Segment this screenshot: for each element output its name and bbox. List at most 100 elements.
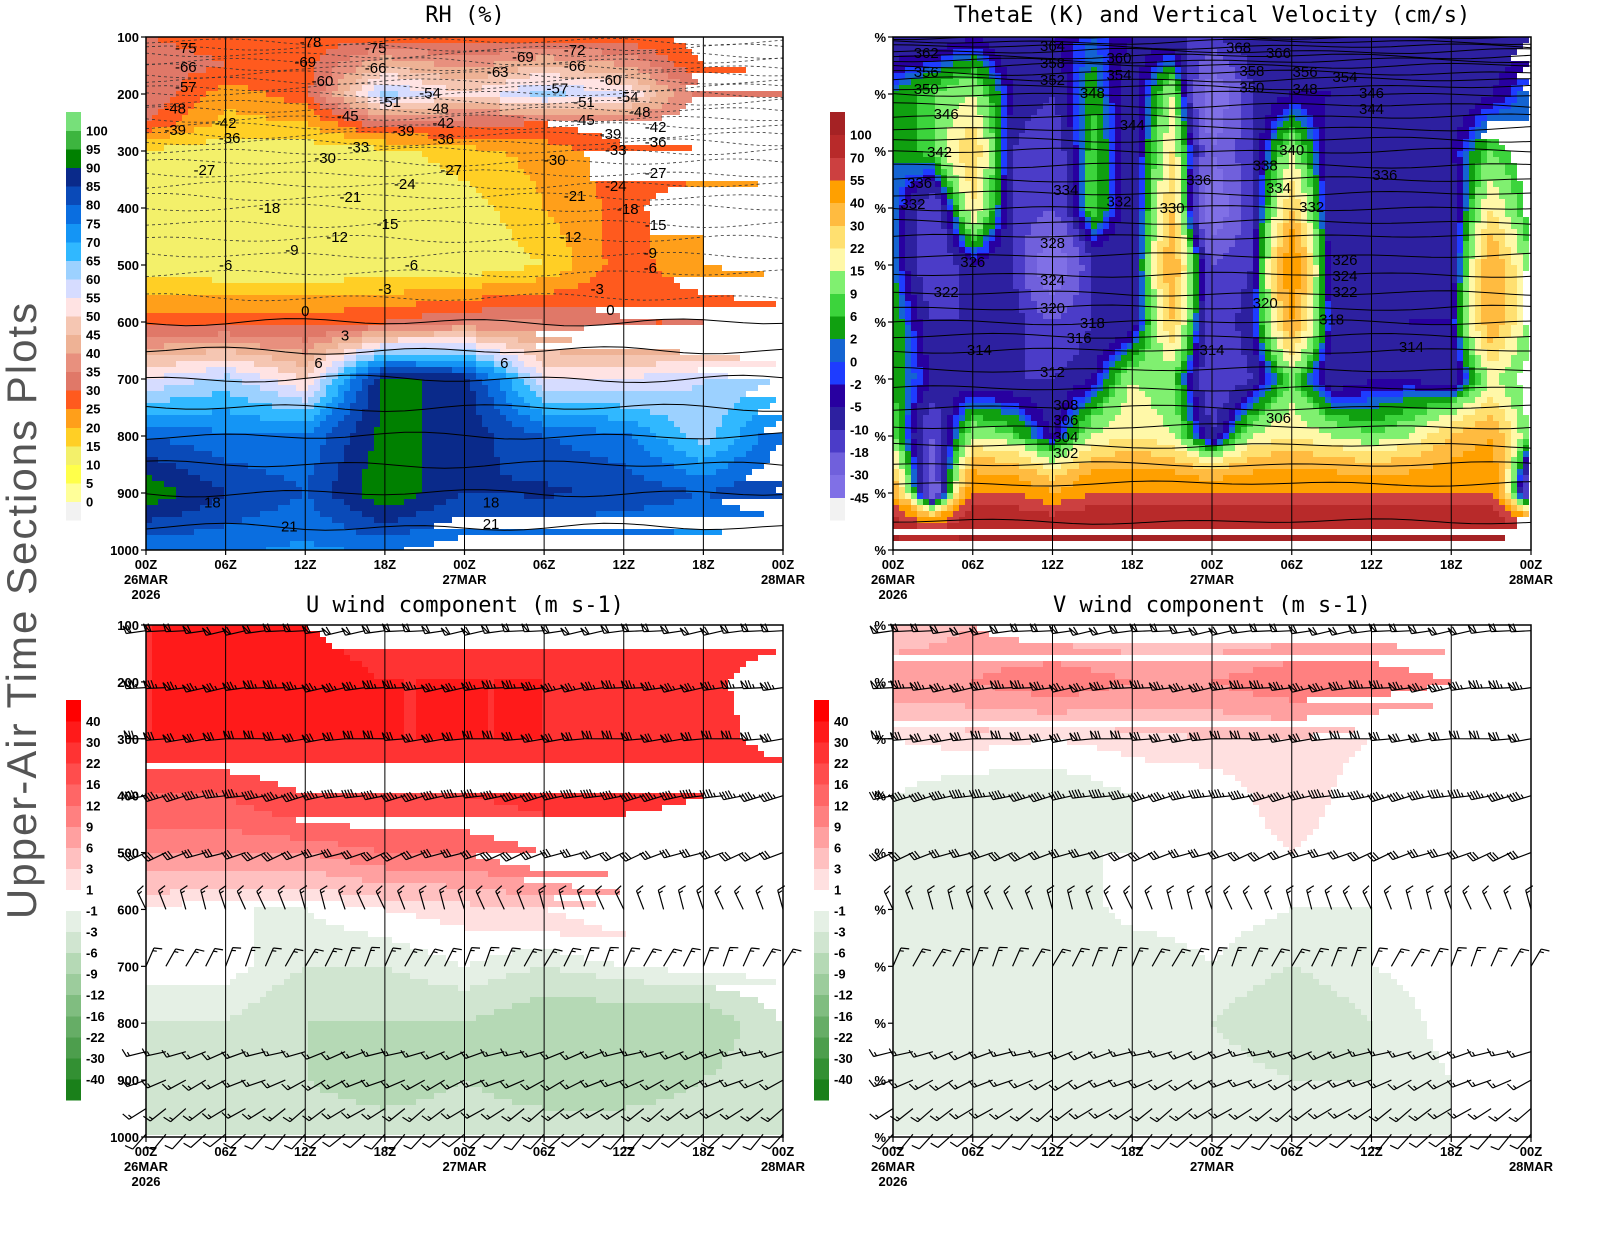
contour-label: -51 <box>379 94 401 111</box>
wind-barb <box>281 733 306 743</box>
contour-label: -66 <box>564 58 586 75</box>
fill-cell <box>662 271 764 277</box>
contour-line <box>892 252 1532 259</box>
fill-cell <box>230 979 284 985</box>
fill-cell <box>632 85 650 91</box>
fill-cell <box>332 361 344 367</box>
fill-cell <box>314 913 416 919</box>
fill-cell <box>965 421 971 427</box>
fill-cell <box>422 403 476 409</box>
fill-cell <box>146 187 476 193</box>
contour-label: 328 <box>1040 235 1065 252</box>
fill-cell <box>674 529 722 535</box>
fill-cell <box>1115 373 1121 379</box>
fill-cell <box>152 697 404 703</box>
fill-cell <box>1187 361 1193 367</box>
x-tick-label: 00Z <box>882 557 904 572</box>
fill-cell <box>1031 427 1037 433</box>
fill-cell <box>1247 445 1343 451</box>
fill-cell <box>1241 49 1517 55</box>
fill-cell <box>1499 493 1505 499</box>
fill-cell <box>1157 109 1163 115</box>
fill-cell <box>1277 265 1283 271</box>
fill-cell <box>1139 265 1145 271</box>
fill-cell <box>146 1057 308 1063</box>
fill-cell <box>1487 355 1499 361</box>
fill-cell <box>1007 121 1025 127</box>
fill-cell <box>1175 469 1253 475</box>
fill-cell <box>146 721 152 727</box>
fill-cell <box>326 97 344 103</box>
fill-cell <box>1319 331 1325 337</box>
fill-cell <box>1205 271 1247 277</box>
fill-cell <box>917 145 935 151</box>
fill-cell <box>1283 241 1289 247</box>
fill-cell <box>1325 313 1331 319</box>
fill-cell <box>146 883 446 889</box>
fill-cell <box>911 313 917 319</box>
wind-barb <box>421 1108 445 1122</box>
fill-cell <box>893 241 899 247</box>
fill-cell <box>1487 397 1493 403</box>
fill-cell <box>1493 451 1505 457</box>
fill-cell <box>917 133 935 139</box>
contour-label: -6 <box>219 257 232 274</box>
fill-cell <box>1187 409 1193 415</box>
fill-cell <box>644 979 776 985</box>
fill-cell <box>494 691 542 697</box>
contour-line <box>145 158 784 167</box>
fill-cell <box>1241 343 1253 349</box>
fill-cell <box>1133 325 1139 331</box>
wind-barb <box>277 885 286 910</box>
fill-cell <box>230 373 260 379</box>
contour-label: -69 <box>294 54 316 71</box>
fill-cell <box>1157 163 1163 169</box>
fill-cell <box>416 511 596 517</box>
contour-line <box>892 90 1532 97</box>
fill-cell <box>1241 223 1253 229</box>
fill-cell <box>1103 103 1109 109</box>
fill-cell <box>1493 493 1499 499</box>
fill-cell <box>296 385 308 391</box>
fill-cell <box>560 73 626 79</box>
fill-cell <box>386 865 530 871</box>
fill-cell <box>1265 235 1271 241</box>
colorbar-label: 15 <box>850 264 864 279</box>
fill-cell <box>362 493 416 499</box>
fill-cell <box>272 985 458 991</box>
fill-cell <box>1319 241 1325 247</box>
fill-cell <box>1199 445 1205 451</box>
fill-cell <box>146 829 242 835</box>
fill-cell <box>1175 283 1181 289</box>
fill-cell <box>1007 127 1025 133</box>
fill-cell <box>959 517 1505 523</box>
fill-cell <box>344 277 536 283</box>
fill-cell <box>1523 511 1529 517</box>
wind-barb <box>244 946 261 967</box>
fill-cell <box>1199 283 1205 289</box>
fill-cell <box>1205 127 1223 133</box>
x-tick-label: 12Z <box>1041 557 1063 572</box>
colorbar-swatch <box>66 278 81 298</box>
fill-cell <box>893 73 905 79</box>
fill-cell <box>923 61 941 67</box>
fill-cell <box>1211 157 1217 163</box>
fill-cell <box>1181 91 1187 97</box>
fill-cell <box>1175 223 1181 229</box>
fill-cell <box>1469 301 1475 307</box>
fill-cell <box>152 637 326 643</box>
fill-cell <box>1145 133 1151 139</box>
fill-cell <box>194 103 308 109</box>
fill-cell <box>1301 103 1325 109</box>
fill-cell <box>1331 271 1457 277</box>
fill-cell <box>146 49 194 55</box>
fill-cell <box>1175 307 1181 313</box>
fill-cell <box>380 385 422 391</box>
fill-cell <box>1457 391 1463 397</box>
fill-cell <box>1307 241 1313 247</box>
fill-cell <box>1187 97 1193 103</box>
fill-cell <box>1325 169 1457 175</box>
fill-cell <box>1205 229 1211 235</box>
fill-cell <box>1145 199 1151 205</box>
fill-cell <box>953 229 959 235</box>
